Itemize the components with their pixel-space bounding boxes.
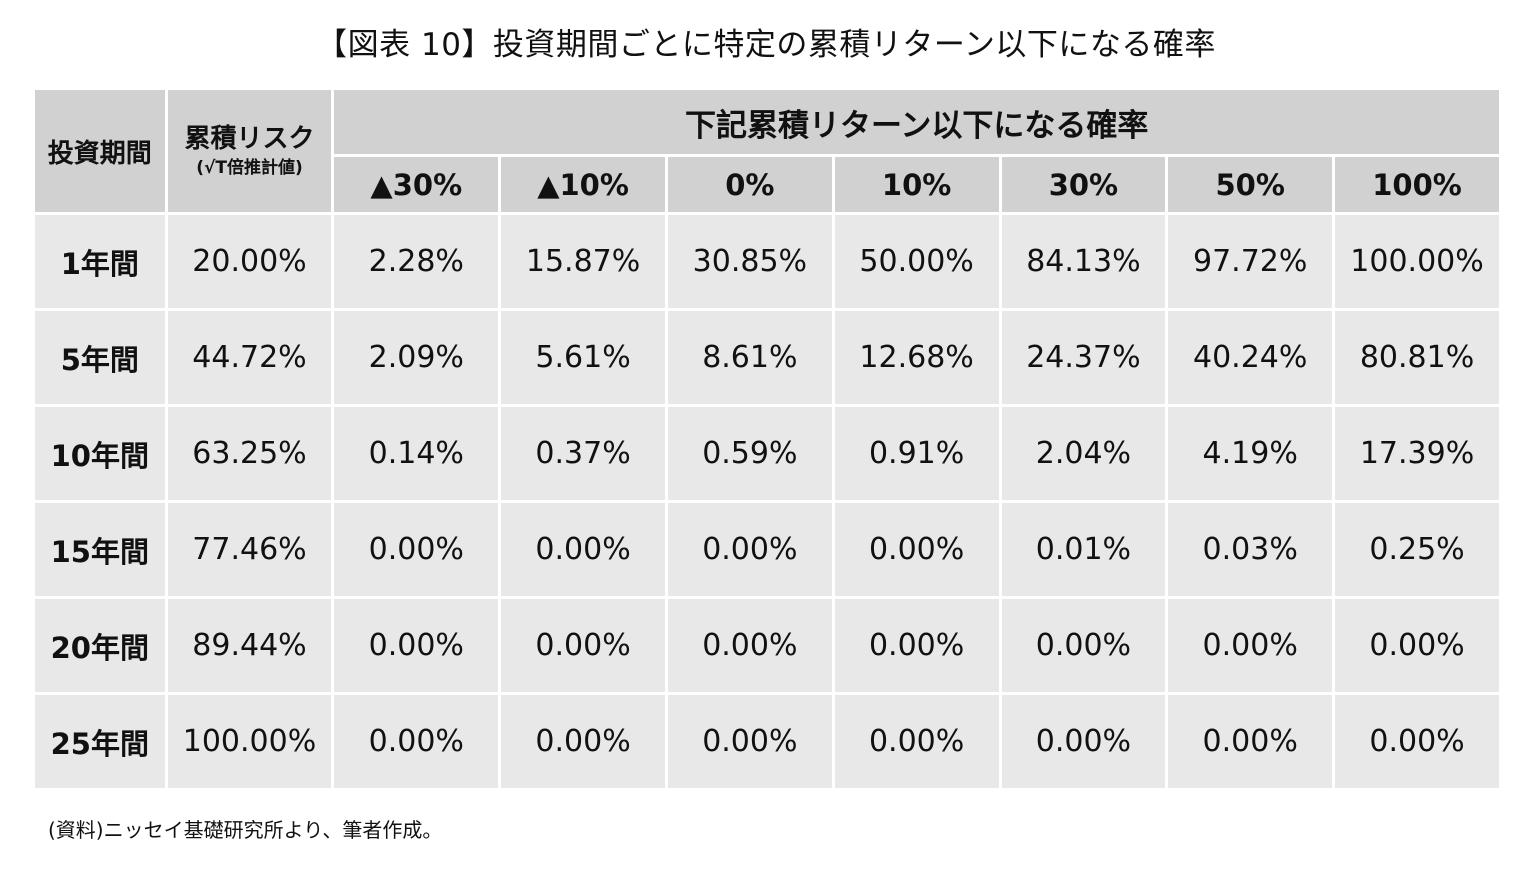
header-threshold: 30% [1001,157,1166,212]
probability-cell: 0.00% [334,503,499,596]
table-row: 1年間 20.00% 2.28% 15.87% 30.85% 50.00% 84.13% 97… [35,215,1499,308]
header-threshold: 0% [667,157,832,212]
probability-cell: 15.87% [501,215,665,308]
probability-cell: 5.61% [501,311,665,404]
probability-cell: 40.24% [1168,311,1333,404]
table-row: 20年間 89.44% 0.00% 0.00% 0.00% 0.00% 0.00% 0.00%… [35,599,1499,692]
header-risk-label: 累積リスク [184,124,315,154]
probability-cell: 0.00% [834,695,999,788]
probability-cell: 0.03% [1168,503,1333,596]
header-row-thresholds: ▲30% ▲10% 0% 10% 30% 50% 100% [35,157,1499,212]
probability-cell: 0.00% [1001,599,1166,692]
probability-cell: 0.00% [334,695,499,788]
probability-cell: 2.04% [1001,407,1166,500]
header-row-top: 投資期間 累積リスク (√T倍推計値) 下記累積リターン以下になる確率 [35,90,1499,212]
row-period: 20年間 [35,599,165,692]
probability-cell: 0.00% [1001,695,1166,788]
probability-cell: 2.09% [334,311,499,404]
probability-cell: 97.72% [1168,215,1333,308]
probability-cell: 0.00% [667,503,832,596]
table-row: 15年間 77.46% 0.00% 0.00% 0.00% 0.00% 0.01% 0.03%… [35,503,1499,596]
row-period: 10年間 [35,407,165,500]
probability-cell: 0.00% [501,599,665,692]
table-row: 25年間 100.00% 0.00% 0.00% 0.00% 0.00% 0.00% 0.00… [35,695,1499,788]
source-note: (資料)ニッセイ基礎研究所より、筆者作成。 [48,818,443,842]
probability-cell: 0.37% [501,407,665,500]
probability-cell: 0.00% [1335,599,1499,692]
probability-cell: 0.00% [834,599,999,692]
probability-cell: 8.61% [667,311,832,404]
row-period: 25年間 [35,695,165,788]
header-period: 投資期間 [35,90,165,212]
row-risk: 63.25% [167,407,332,500]
probability-cell: 0.00% [1335,695,1499,788]
table-row: 5年間 44.72% 2.09% 5.61% 8.61% 12.68% 24.37% 40.2… [35,311,1499,404]
probability-cell: 0.00% [1168,599,1333,692]
probability-cell: 12.68% [834,311,999,404]
probability-cell: 0.00% [334,599,499,692]
row-period: 5年間 [35,311,165,404]
probability-cell: 84.13% [1001,215,1166,308]
probability-cell: 0.25% [1335,503,1499,596]
probability-cell: 50.00% [834,215,999,308]
header-threshold: ▲10% [501,157,665,212]
header-risk-note: (√T倍推計値) [196,158,303,178]
probability-cell: 0.00% [667,695,832,788]
row-period: 1年間 [35,215,165,308]
table-body: 1年間 20.00% 2.28% 15.87% 30.85% 50.00% 84.13% 97… [35,215,1499,788]
header-probability-group: 下記累積リターン以下になる確率 [334,90,1499,154]
probability-cell: 4.19% [1168,407,1333,500]
header-threshold: 50% [1168,157,1333,212]
figure-title: 【図表 10】投資期間ごとに特定の累積リターン以下になる確率 [316,27,1216,63]
header-threshold: 10% [834,157,999,212]
probability-cell: 24.37% [1001,311,1166,404]
probability-cell: 17.39% [1335,407,1499,500]
probability-cell: 0.59% [667,407,832,500]
header-threshold: ▲30% [334,157,499,212]
header-risk: 累積リスク (√T倍推計値) [167,90,332,212]
probability-cell: 0.01% [1001,503,1166,596]
probability-cell: 80.81% [1335,311,1499,404]
row-risk: 89.44% [167,599,332,692]
row-risk: 20.00% [167,215,332,308]
probability-cell: 0.91% [834,407,999,500]
probability-cell: 0.00% [834,503,999,596]
probability-cell: 2.28% [334,215,499,308]
probability-cell: 100.00% [1335,215,1499,308]
probability-cell: 0.00% [667,599,832,692]
probability-cell: 0.00% [501,695,665,788]
row-risk: 100.00% [167,695,332,788]
row-risk: 77.46% [167,503,332,596]
row-risk: 44.72% [167,311,332,404]
probability-cell: 30.85% [667,215,832,308]
header-threshold: 100% [1335,157,1499,212]
probability-cell: 0.00% [501,503,665,596]
row-period: 15年間 [35,503,165,596]
probability-cell: 0.00% [1168,695,1333,788]
probability-table: 投資期間 累積リスク (√T倍推計値) 下記累積リターン以下になる確率 ▲30%… [32,87,1502,791]
probability-cell: 0.14% [334,407,499,500]
table-row: 10年間 63.25% 0.14% 0.37% 0.59% 0.91% 2.04% 4.19%… [35,407,1499,500]
